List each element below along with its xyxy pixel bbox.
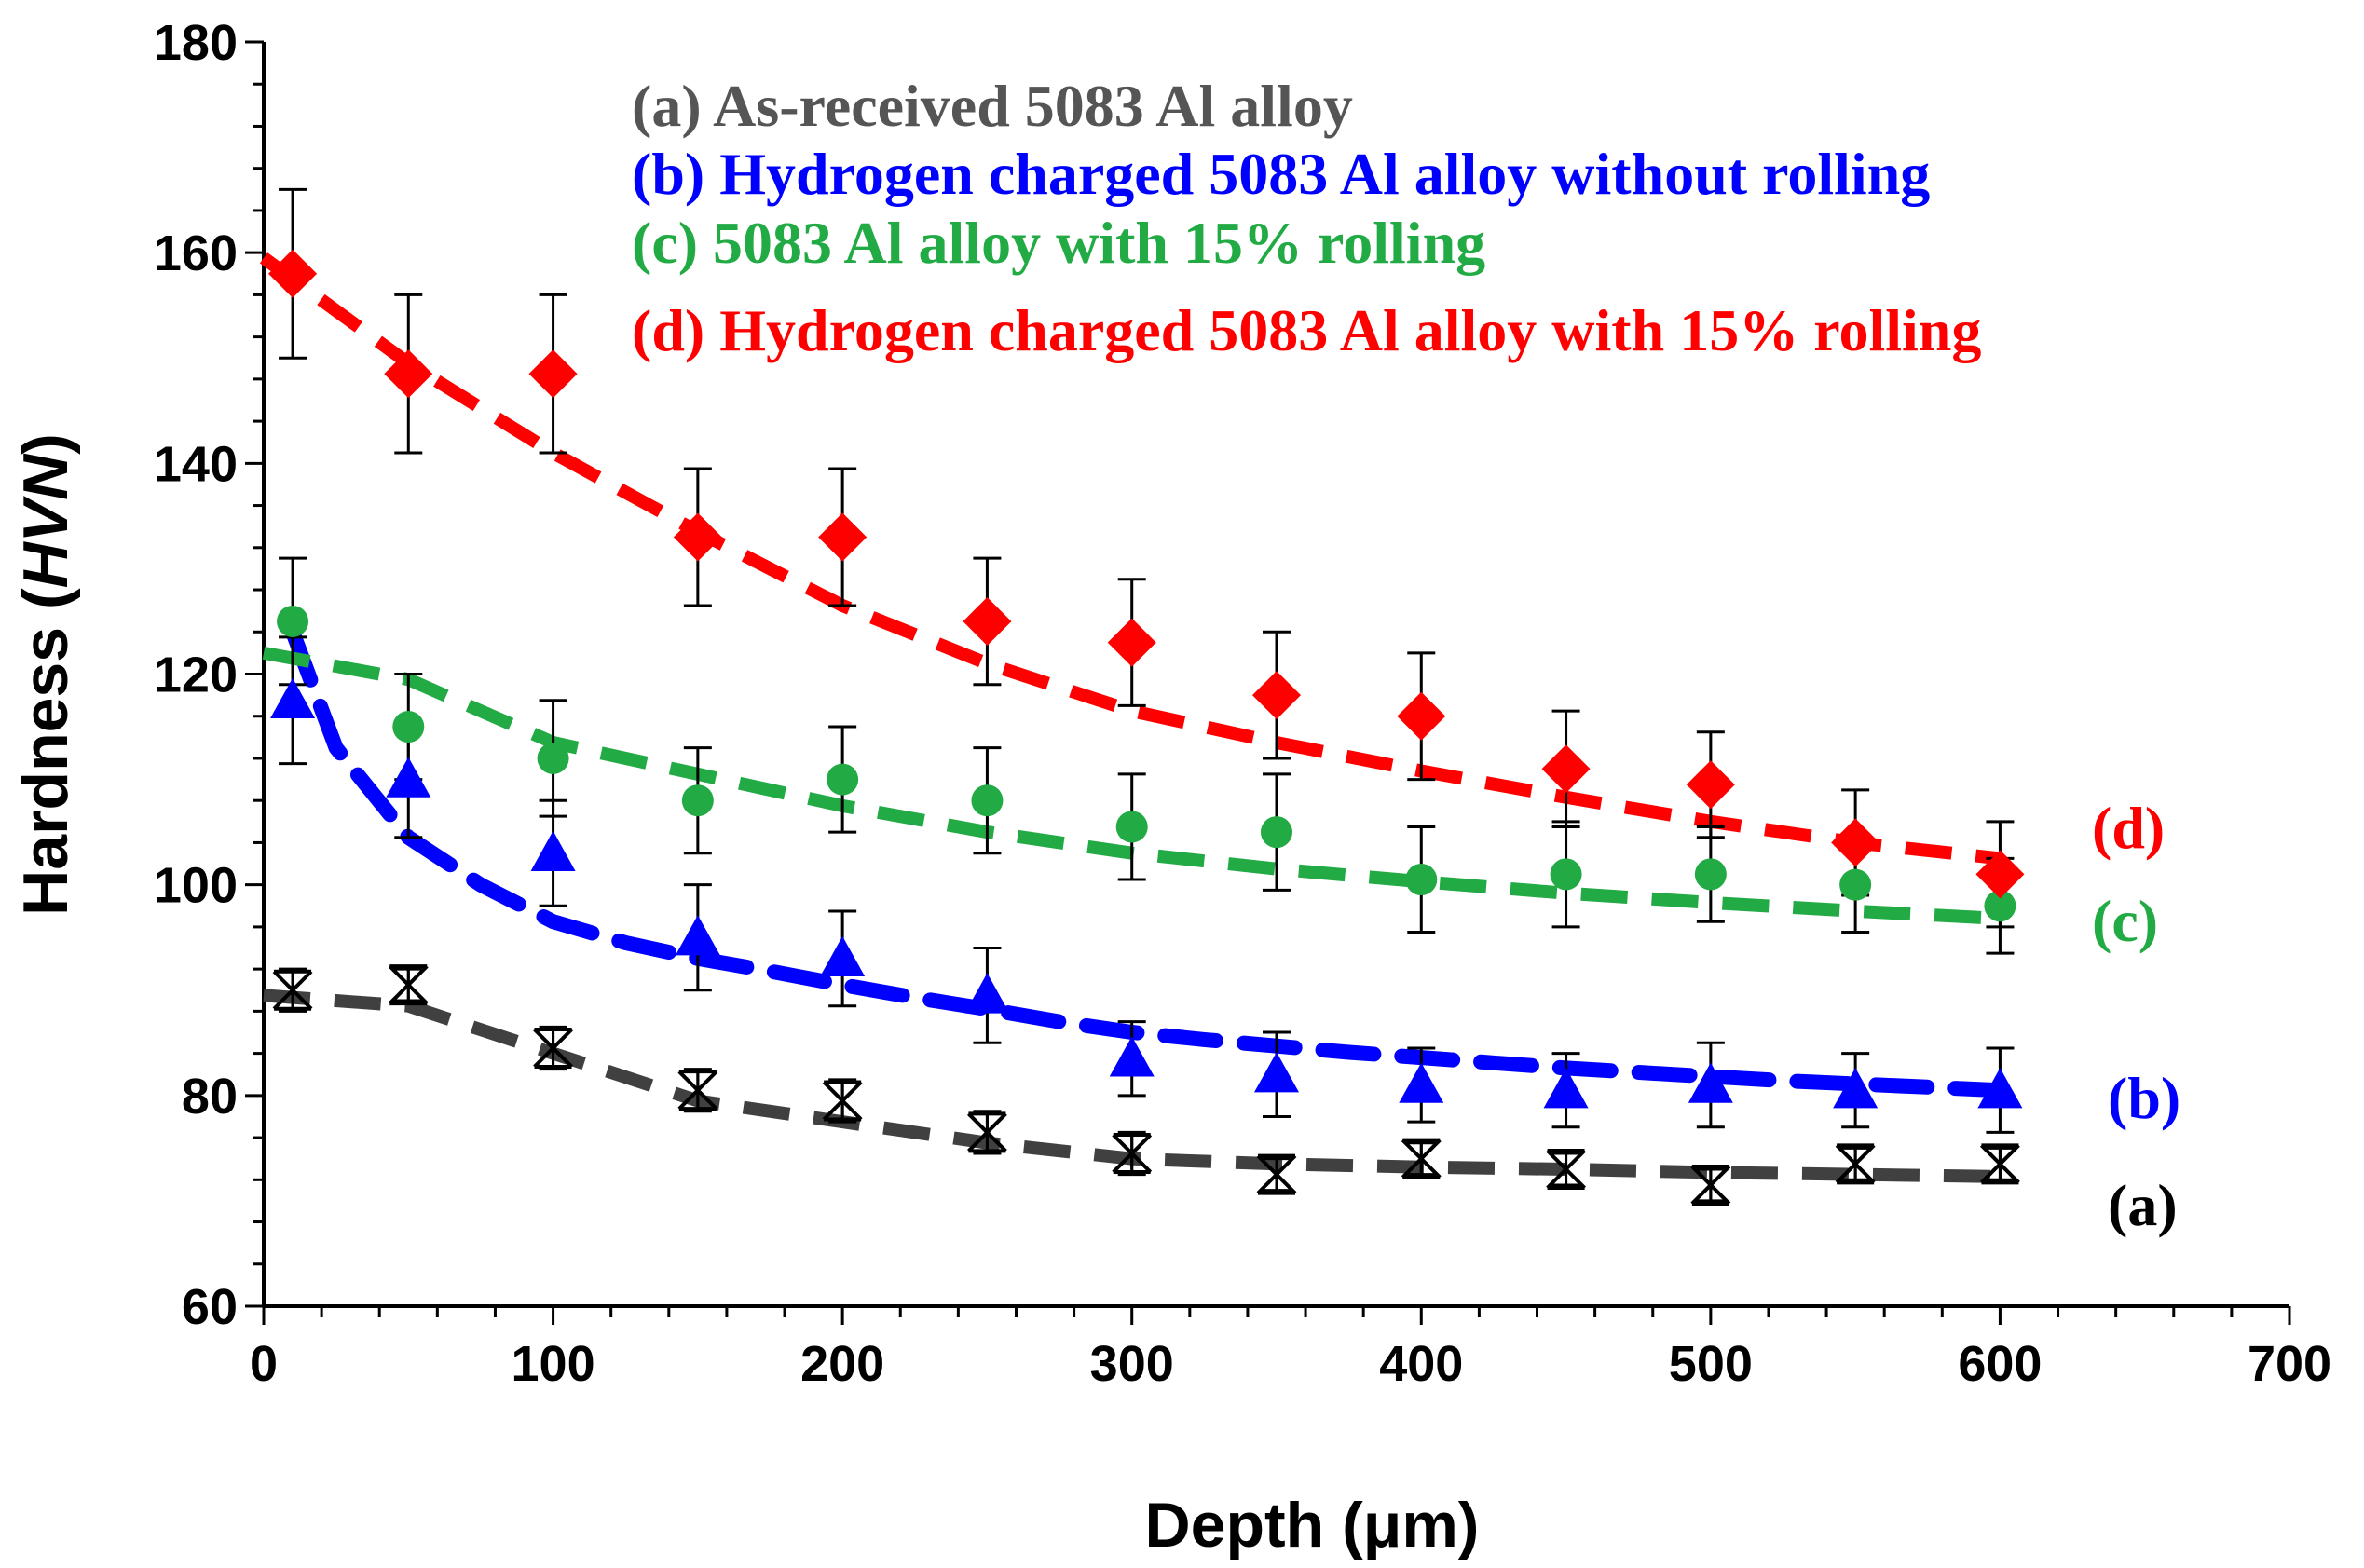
x-tick-label: 100 <box>512 1336 595 1392</box>
data-point-a <box>1401 1138 1442 1179</box>
data-point-d <box>528 349 578 399</box>
data-point-b <box>1254 1052 1299 1093</box>
y-axis-title-italic: HVN <box>10 453 81 588</box>
series-end-label-b: (b) <box>2108 1065 2180 1131</box>
data-point-b <box>1688 1062 1733 1103</box>
data-point-d <box>818 512 868 562</box>
x-tick-label: 600 <box>1958 1336 2042 1392</box>
x-axis-title: Depth (μm) <box>1145 1490 1480 1561</box>
data-point-c <box>971 784 1004 817</box>
x-tick-label: 300 <box>1090 1336 1174 1392</box>
x-tick-label: 700 <box>2248 1336 2331 1392</box>
x-tick-label: 500 <box>1669 1336 1753 1392</box>
legend-entry-a: (a) As-received 5083 Al alloy <box>632 73 1353 139</box>
data-point-a <box>388 964 429 1006</box>
data-point-a <box>967 1111 1007 1153</box>
series-end-label-a: (a) <box>2108 1172 2178 1238</box>
data-point-b <box>964 973 1010 1014</box>
y-axis-title-prefix: Hardness ( <box>10 588 81 916</box>
x-ticks: 0 100 200 300 400 500 600 700 <box>250 1306 2331 1392</box>
data-point-a <box>1690 1164 1731 1206</box>
data-point-c <box>1261 816 1292 849</box>
data-point-d <box>268 249 318 298</box>
data-point-a <box>822 1080 863 1122</box>
data-point-b <box>675 915 720 956</box>
data-point-a <box>1980 1143 2020 1185</box>
data-point-d <box>1107 618 1156 667</box>
legend-entry-d: (d) Hydrogen charged 5083 Al alloy with … <box>632 297 1981 363</box>
y-tick-label: 100 <box>154 858 238 914</box>
data-point-a <box>1256 1153 1297 1195</box>
x-tick-label: 200 <box>800 1336 884 1392</box>
data-point-c <box>1839 868 1872 901</box>
y-tick-label: 120 <box>154 648 238 703</box>
data-point-a <box>272 969 313 1011</box>
data-point-d <box>1831 818 1880 867</box>
data-point-d <box>1397 691 1446 741</box>
data-point-c <box>1694 858 1727 891</box>
data-point-c <box>1405 864 1438 896</box>
data-point-d <box>1541 744 1591 794</box>
data-point-b <box>1109 1036 1155 1077</box>
y-axis-title: Hardness (HVN) <box>10 433 81 916</box>
data-point-b <box>1833 1068 1879 1109</box>
data-point-d <box>1975 850 2025 899</box>
data-point-a <box>1112 1133 1153 1175</box>
y-tick-label: 60 <box>182 1279 238 1335</box>
data-point-c <box>537 742 569 774</box>
data-point-b <box>820 935 866 977</box>
data-point-d <box>384 349 433 399</box>
x-tick-label: 400 <box>1379 1336 1463 1392</box>
data-point-a <box>677 1070 718 1111</box>
legend-entry-b: (b) Hydrogen charged 5083 Al alloy witho… <box>632 141 1930 207</box>
data-point-c <box>277 605 309 637</box>
data-point-b <box>386 757 431 798</box>
data-point-a <box>1546 1148 1586 1190</box>
data-point-b <box>530 830 576 871</box>
y-tick-label: 180 <box>154 15 238 71</box>
data-point-a <box>533 1027 573 1069</box>
data-point-b <box>1977 1068 2023 1109</box>
data-markers <box>268 249 2025 1206</box>
series-end-label-c: (c) <box>2092 888 2158 954</box>
data-point-d <box>1252 671 1301 720</box>
series-end-labels: (a) (b) (c) (d) <box>2092 795 2180 1238</box>
data-point-c <box>1115 811 1148 843</box>
data-point-d <box>673 512 722 562</box>
data-point-a <box>1835 1143 1876 1185</box>
series-end-label-d: (d) <box>2092 795 2165 861</box>
data-point-d <box>1686 760 1735 810</box>
data-point-b <box>1543 1068 1589 1109</box>
y-tick-label: 140 <box>154 436 238 492</box>
y-tick-label: 80 <box>182 1069 238 1125</box>
data-point-c <box>827 763 859 796</box>
y-axis-title-suffix: ) <box>10 433 81 455</box>
data-point-b <box>270 677 316 718</box>
y-tick-label: 160 <box>154 225 238 281</box>
y-ticks: 60 80 100 120 140 160 180 <box>154 15 264 1335</box>
data-point-d <box>963 596 1012 646</box>
legend-entry-c: (c) 5083 Al alloy with 15% rolling <box>632 210 1485 276</box>
data-point-b <box>1399 1062 1444 1103</box>
data-point-c <box>392 711 425 743</box>
legend: (a) As-received 5083 Al alloy(b) Hydroge… <box>632 73 1981 363</box>
data-point-c <box>681 784 714 817</box>
data-point-c <box>1984 890 2016 922</box>
x-tick-label: 0 <box>250 1336 278 1392</box>
data-point-c <box>1550 858 1582 891</box>
